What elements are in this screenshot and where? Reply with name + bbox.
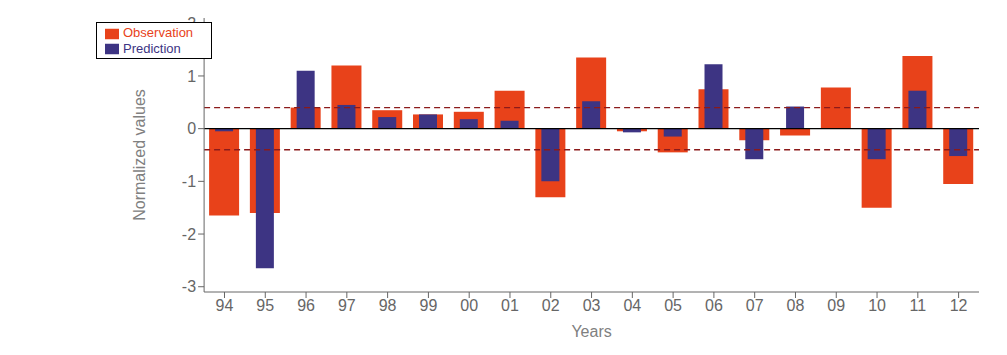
svg-text:00: 00 bbox=[460, 297, 478, 314]
svg-text:98: 98 bbox=[379, 297, 397, 314]
svg-text:96: 96 bbox=[297, 297, 315, 314]
svg-text:09: 09 bbox=[827, 297, 845, 314]
svg-text:-2: -2 bbox=[182, 226, 196, 243]
svg-text:1: 1 bbox=[187, 68, 196, 85]
svg-text:99: 99 bbox=[420, 297, 438, 314]
svg-text:12: 12 bbox=[950, 297, 968, 314]
svg-text:05: 05 bbox=[664, 297, 682, 314]
svg-text:2: 2 bbox=[187, 15, 196, 32]
svg-text:04: 04 bbox=[623, 297, 641, 314]
svg-text:07: 07 bbox=[746, 297, 764, 314]
svg-text:-3: -3 bbox=[182, 278, 196, 295]
svg-text:0: 0 bbox=[187, 120, 196, 137]
svg-text:08: 08 bbox=[787, 297, 805, 314]
svg-text:11: 11 bbox=[910, 297, 927, 314]
svg-text:95: 95 bbox=[256, 297, 274, 314]
svg-text:01: 01 bbox=[501, 297, 519, 314]
svg-text:03: 03 bbox=[583, 297, 601, 314]
svg-text:97: 97 bbox=[338, 297, 356, 314]
svg-text:10: 10 bbox=[868, 297, 886, 314]
svg-text:06: 06 bbox=[705, 297, 723, 314]
svg-text:Years: Years bbox=[571, 323, 611, 340]
svg-text:Normalized values: Normalized values bbox=[131, 89, 148, 221]
svg-text:94: 94 bbox=[216, 297, 234, 314]
svg-text:-1: -1 bbox=[182, 173, 196, 190]
svg-text:02: 02 bbox=[542, 297, 560, 314]
